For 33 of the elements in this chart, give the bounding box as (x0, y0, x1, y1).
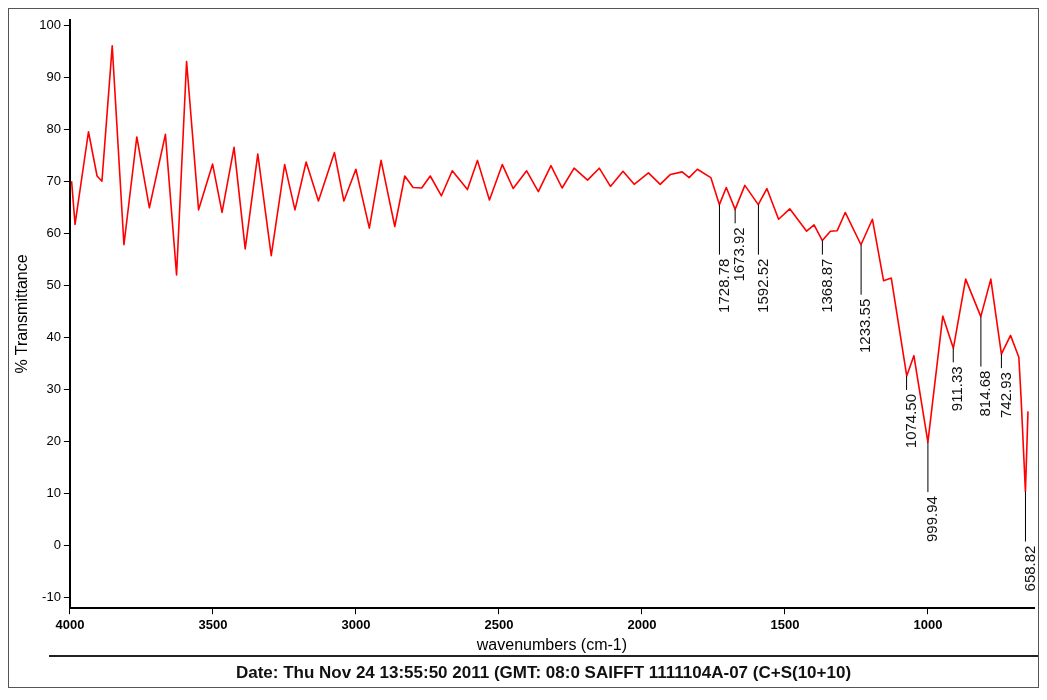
x-tick-label: 1500 (770, 616, 800, 632)
y-tick-label: -10 (42, 589, 61, 605)
annotation: 814.68 (976, 370, 994, 417)
annotation: 1074.50 (901, 393, 919, 449)
x-tick-label: 4000 (55, 616, 85, 632)
text: Date: Thu Nov 24 13:55:50 2011 (GMT: 08:0 SAIFFT 1111104A-07 (C+S(10+10) (49, 655, 1038, 687)
y-tick-label: 30 (46, 381, 61, 397)
y-tick-label: 100 (39, 16, 61, 32)
x-tick-label: 1000 (913, 616, 943, 632)
annotation: 658.82 (1020, 545, 1038, 592)
x-tick-label: 2500 (484, 616, 514, 632)
x-tick-label: 2000 (627, 616, 657, 632)
y-tick-label: 10 (46, 485, 61, 501)
annotation: 1233.55 (856, 298, 874, 353)
annotation: 1592.52 (753, 258, 771, 313)
y-tick-label: 70 (46, 172, 61, 188)
annotation: 742.93 (996, 372, 1014, 418)
annotation: 1673.92 (730, 227, 748, 282)
annotation: 911.33 (948, 366, 966, 412)
annotation: 1728.78 (714, 258, 732, 313)
x-tick-label: 3000 (341, 616, 371, 632)
y-tick-label: 60 (46, 224, 61, 240)
y-tick-label: 20 (46, 433, 61, 449)
y-tick-label: 90 (46, 68, 61, 84)
y-tick-label: 80 (46, 120, 61, 136)
x-axis-title: wavenumbers (cm-1) (475, 635, 628, 653)
y-axis-title: % Transmittance (13, 254, 31, 374)
y-tick-label: 40 (46, 329, 61, 345)
annotation: 1368.87 (817, 258, 835, 313)
annotation: 999.94 (923, 496, 941, 542)
x-tick-label: 3500 (198, 616, 228, 632)
y-tick-label: 50 (46, 276, 61, 292)
y-tick-label: 0 (53, 537, 61, 553)
